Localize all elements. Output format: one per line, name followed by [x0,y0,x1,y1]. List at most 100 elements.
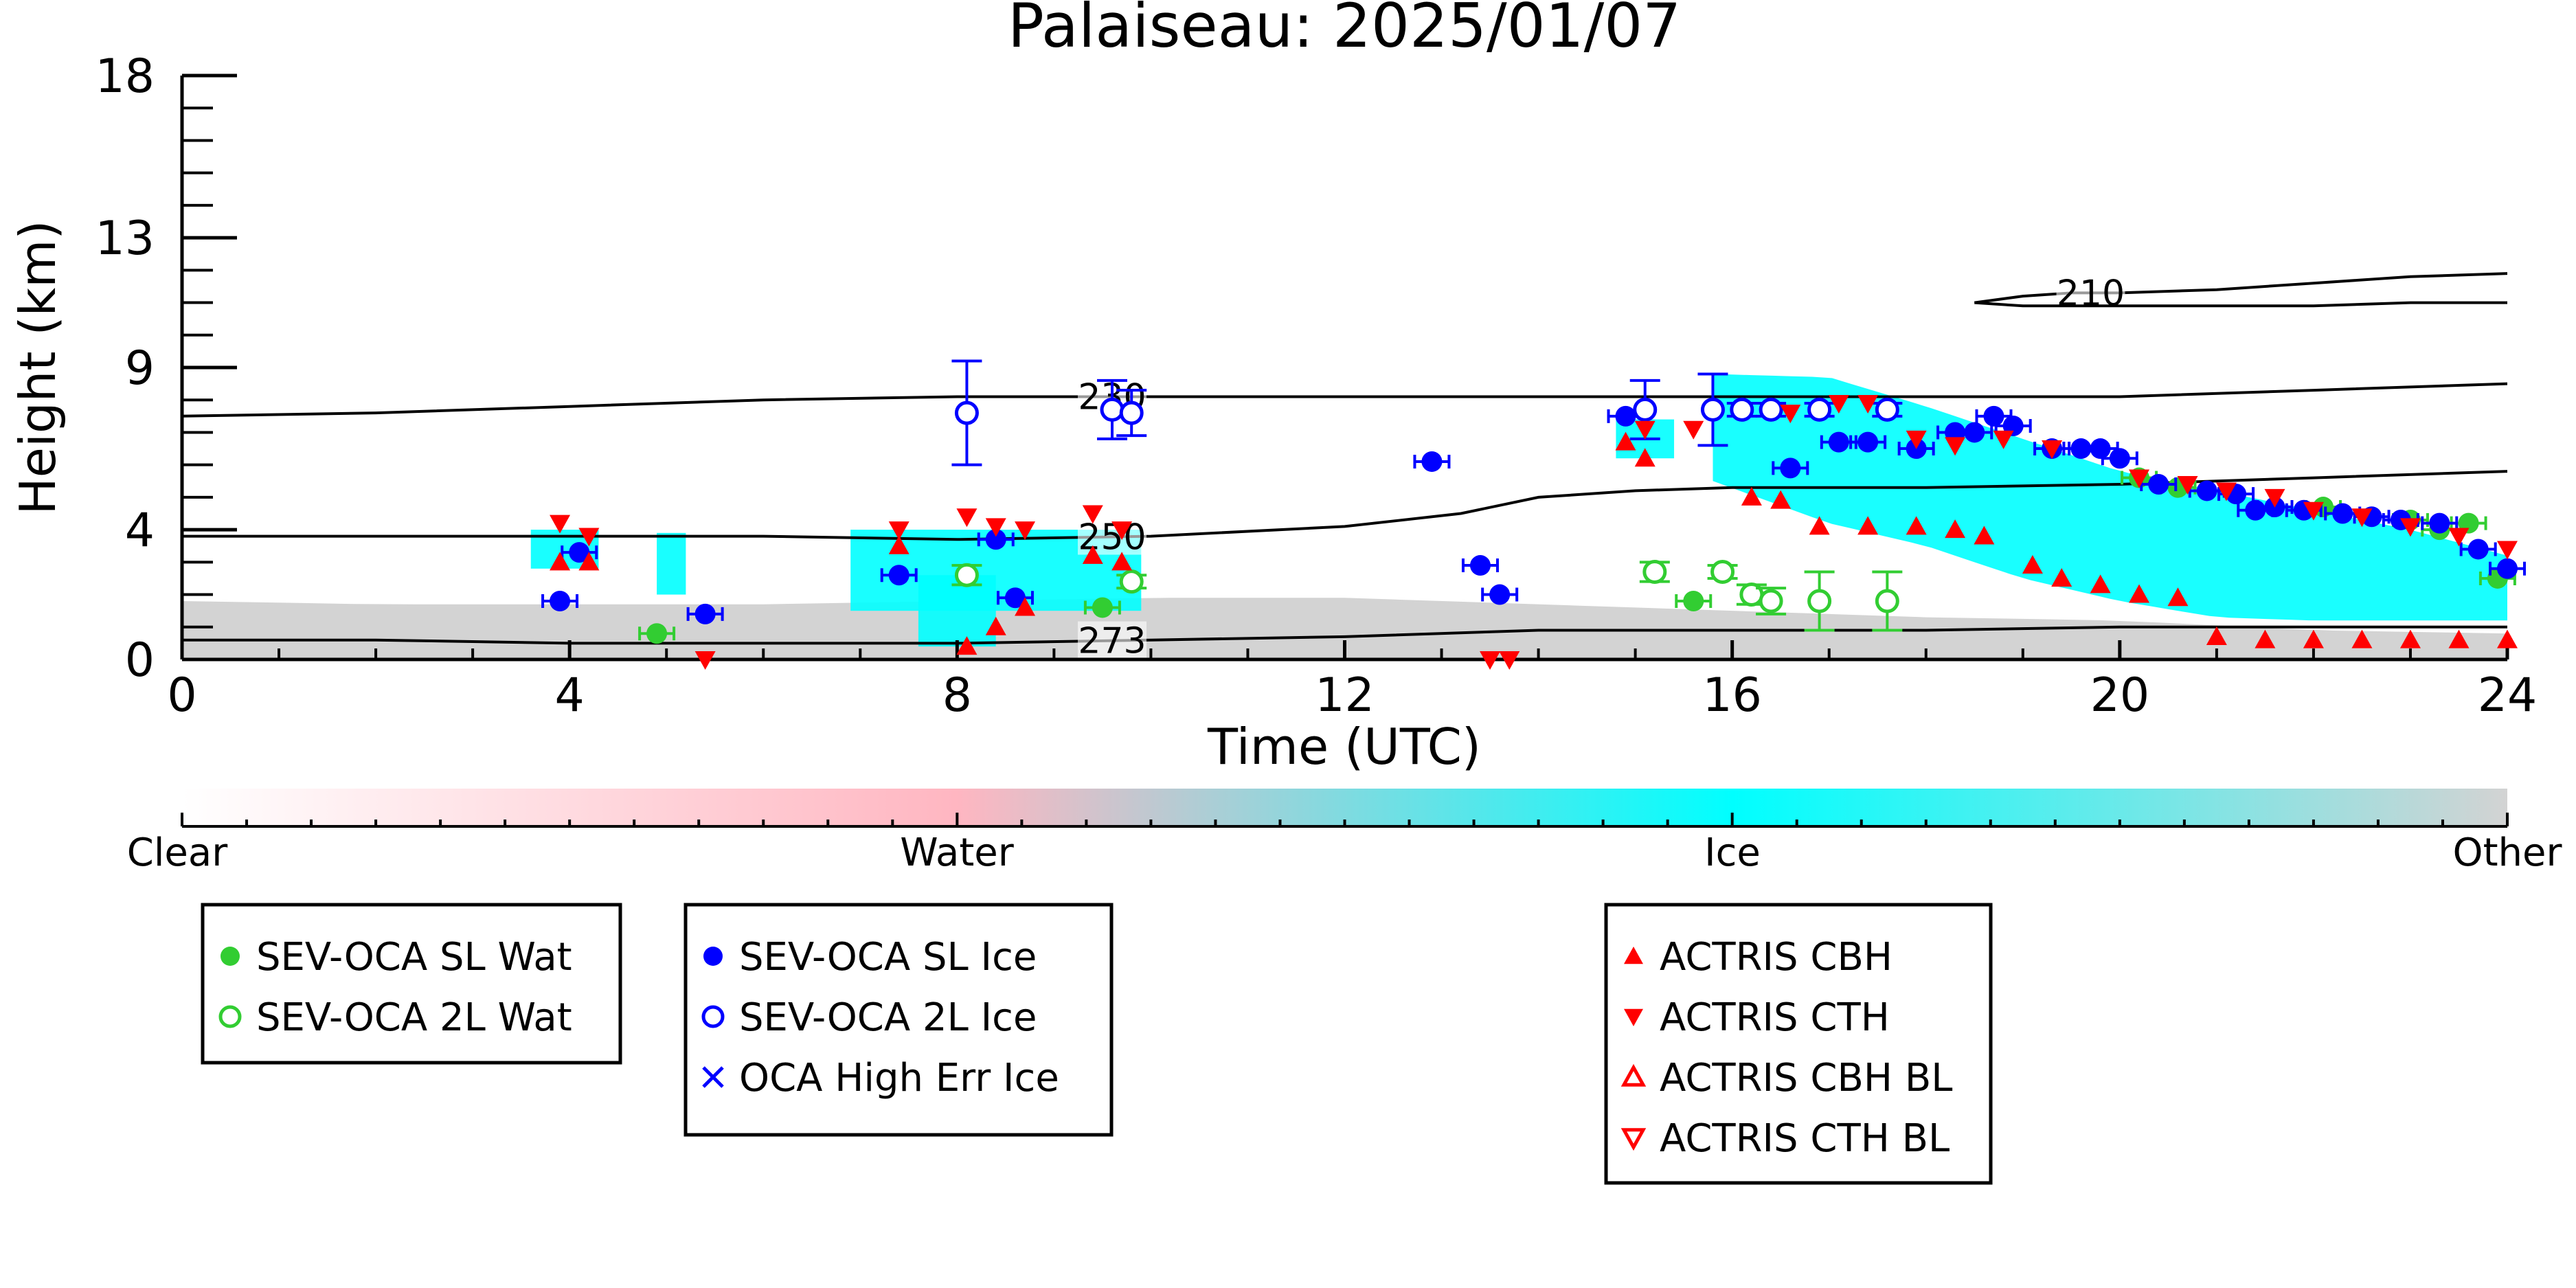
data-point [1945,437,1966,456]
legend-label: SEV-OCA 2L Wat [256,995,572,1040]
legend-marker [701,1005,725,1028]
data-point [1770,490,1792,509]
data-point [1633,397,1658,422]
data-point [985,616,1006,635]
data-point [694,651,716,670]
data-point [1111,521,1133,541]
data-point [1857,394,1879,414]
data-point [2497,629,2518,648]
x-tick-label: 24 [2478,668,2538,723]
data-point [956,636,978,655]
data-point [2090,438,2111,460]
data-point [1875,589,1899,613]
x-axis-label: Time (UTC) [1207,718,1481,776]
series-sev-oca-2l-ice [951,359,1903,466]
data-point [1710,560,1735,584]
y-axis-label: Height (km) [9,221,67,515]
data-point [1828,431,1849,453]
data-point [954,400,979,425]
colorbar-label-water: Water [900,831,1015,875]
data-point [2255,629,2276,648]
data-point [1700,397,1725,422]
contour-label-bg [1078,621,1146,659]
data-point [1807,589,1832,613]
series-actris-cbh [550,431,2518,655]
legend-box-1: SEV-OCA SL Wat SEV-OCA 2L Wat [201,903,622,1065]
contour-label-bg [1078,517,1146,555]
legend-box-3: ACTRIS CBH ACTRIS CTH ACTRIS CBH BL ACTRIS … [1604,903,1993,1185]
data-point [2148,474,2169,495]
data-point [2351,629,2373,648]
region-ice-2 [657,532,686,595]
data-point [1683,420,1704,440]
series-sev-oca-sl-ice [541,405,2526,624]
colorbar: Clear Water Ice Other [127,789,2562,875]
contour-label-250: 250 [1078,517,1146,558]
legend-marker [1620,1063,1647,1087]
data-point [888,565,909,586]
x-tick-label: 20 [2090,668,2150,723]
data-point [1421,451,1443,472]
data-point [1945,519,1966,539]
data-point [569,542,590,563]
data-point [2109,448,2130,469]
data-point [1015,597,1036,616]
data-point [578,528,600,547]
y-tick-label: 9 [125,341,155,396]
legend-label: SEV-OCA SL Wat [256,935,572,980]
data-point [1119,400,1144,425]
y-tick-label: 13 [95,212,155,266]
data-point [2196,480,2217,501]
data-point [1634,420,1656,440]
contour-label-210: 210 [2057,273,2125,314]
data-point [1015,521,1036,541]
legends: SEV-OCA SL Wat SEV-OCA 2L Wat SEV-OCA SL I… [201,903,1993,1185]
data-point [550,515,571,534]
data-point [888,521,909,541]
data-point [2332,503,2353,524]
data-point [1974,526,1995,545]
data-point [954,563,979,587]
data-point [1615,431,1636,451]
data-point [1857,516,1879,535]
data-point [1683,591,1704,611]
y-tick-label: 18 [95,49,155,104]
legend-marker [703,947,723,966]
legend-box-2: SEV-OCA SL Ice SEV-OCA 2L Ice OCA High Err… [683,903,1114,1137]
region-ice-4 [918,575,996,647]
legend-marker [218,1005,242,1028]
data-point [1857,431,1879,453]
data-point [2070,438,2092,460]
data-point [1875,397,1899,422]
data-point [550,591,571,611]
data-point [1480,651,1501,670]
data-point [1634,448,1656,467]
data-point [2497,541,2518,560]
data-point [1469,555,1491,576]
data-point [694,603,716,624]
data-point [2497,558,2518,579]
data-point [2467,539,2489,560]
data-point [1119,569,1144,594]
data-point [1615,405,1636,427]
data-point [1780,405,1801,424]
data-point [2022,555,2043,574]
colorbar-label-clear: Clear [127,831,228,875]
data-point [1807,397,1832,422]
data-point [2448,528,2470,547]
legend-marker [1624,947,1643,964]
chart-title: Palaiseau: 2025/01/07 [1008,0,1681,61]
x-tick-label: 4 [555,668,585,723]
data-point [1906,516,1927,535]
data-point [2399,629,2421,648]
data-point [1489,584,1511,605]
legend-label: ACTRIS CBH BL [1660,1056,1952,1100]
marker-layer [541,359,2526,670]
x-tick-label: 16 [1702,668,1762,723]
legend-marker [1620,1128,1647,1151]
contour-label-273: 273 [1078,621,1146,662]
y-tick-label: 0 [125,633,155,688]
legend-label: OCA High Err Ice [739,1056,1059,1100]
